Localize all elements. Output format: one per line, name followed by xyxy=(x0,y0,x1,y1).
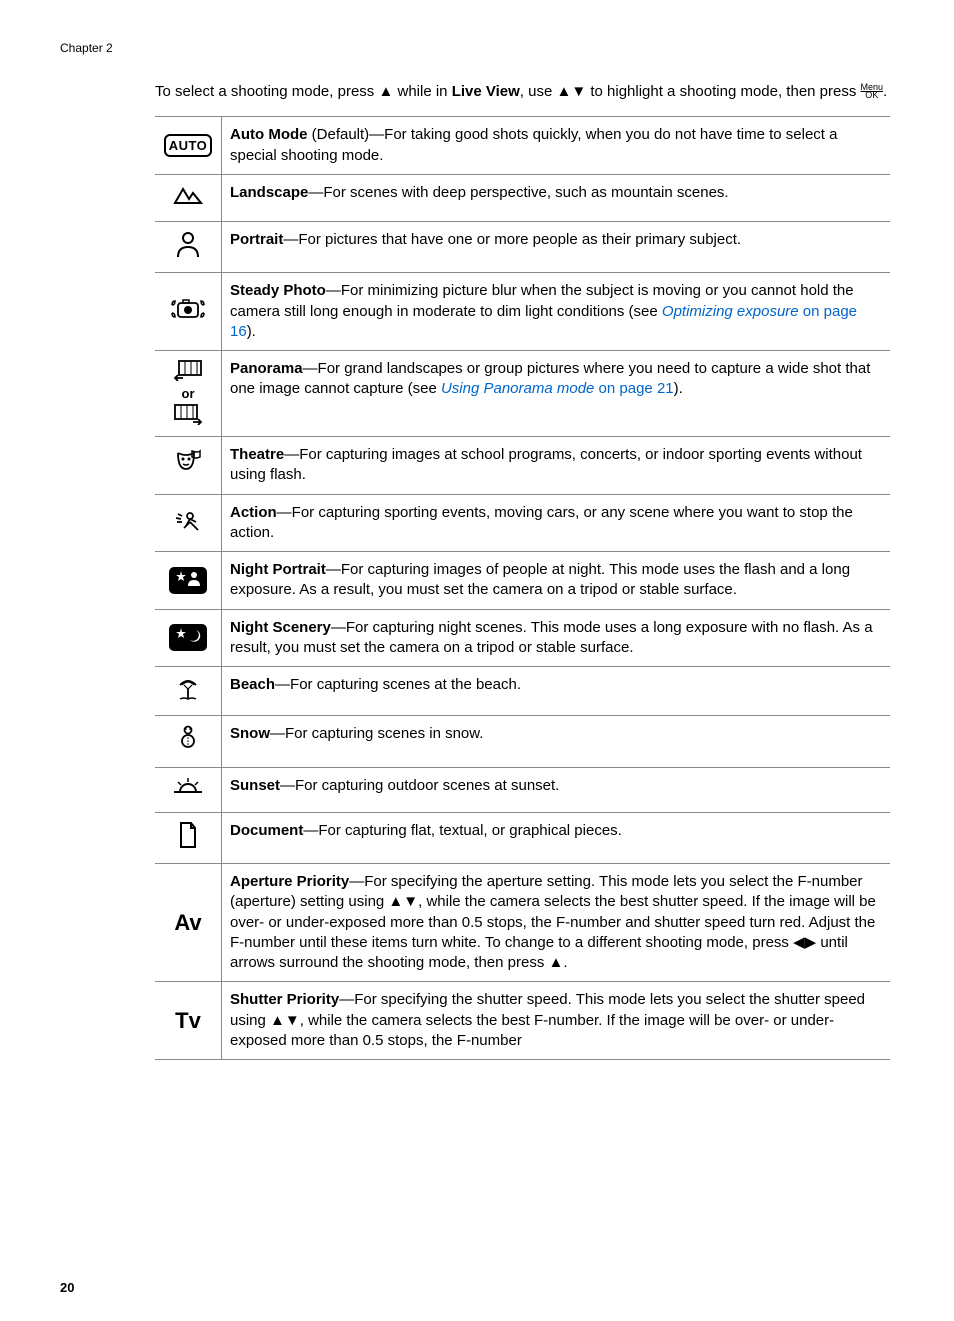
mode-name: Landscape xyxy=(230,184,308,201)
panorama-icon: or xyxy=(155,351,222,437)
auto-mode-desc: Auto Mode (Default)—For taking good shot… xyxy=(222,117,891,175)
mode-text: , while the camera selects the best F-nu… xyxy=(230,1012,834,1049)
live-view-label: Live View xyxy=(452,83,520,100)
mode-name: Night Scenery xyxy=(230,619,331,636)
mode-text: —For capturing scenes at the beach. xyxy=(275,676,521,693)
table-row: Sunset—For capturing outdoor scenes at s… xyxy=(155,767,890,812)
panorama-mode-link[interactable]: Using Panorama mode xyxy=(441,380,594,397)
intro-text-a: To select a shooting mode, press xyxy=(155,83,378,100)
table-row: Av Aperture Priority—For specifying the … xyxy=(155,864,890,982)
aperture-priority-icon: Av xyxy=(155,864,222,982)
table-row: Steady Photo—For minimizing picture blur… xyxy=(155,273,890,351)
shooting-modes-table: AUTO Auto Mode (Default)—For taking good… xyxy=(155,116,890,1060)
intro-text-b: while in xyxy=(393,83,451,100)
mode-text-end: ). xyxy=(674,380,683,397)
mode-text: —For capturing flat, textual, or graphic… xyxy=(303,822,622,839)
beach-icon xyxy=(155,667,222,716)
mode-text: —For scenes with deep perspective, such … xyxy=(308,184,728,201)
mode-name: Shutter Priority xyxy=(230,991,339,1008)
portrait-desc: Portrait—For pictures that have one or m… xyxy=(222,222,891,273)
table-row: AUTO Auto Mode (Default)—For taking good… xyxy=(155,117,890,175)
chapter-label: Chapter 2 xyxy=(60,40,894,56)
mode-name: Theatre xyxy=(230,446,284,463)
mode-text: —For capturing sporting events, moving c… xyxy=(230,504,853,541)
document-icon xyxy=(155,812,222,863)
theatre-icon xyxy=(155,437,222,495)
steady-photo-desc: Steady Photo—For minimizing picture blur… xyxy=(222,273,891,351)
mode-name: Aperture Priority xyxy=(230,873,349,890)
action-desc: Action—For capturing sporting events, mo… xyxy=(222,494,891,552)
document-desc: Document—For capturing flat, textual, or… xyxy=(222,812,891,863)
mode-name: Night Portrait xyxy=(230,561,326,578)
intro-paragraph: To select a shooting mode, press ▲ while… xyxy=(155,82,894,102)
night-scenery-icon xyxy=(155,609,222,667)
table-row: Portrait—For pictures that have one or m… xyxy=(155,222,890,273)
up-down-arrow-icon: ▲▼ xyxy=(270,1012,300,1029)
mode-name: Steady Photo xyxy=(230,282,326,299)
table-row: Beach—For capturing scenes at the beach. xyxy=(155,667,890,716)
mode-name: Beach xyxy=(230,676,275,693)
beach-desc: Beach—For capturing scenes at the beach. xyxy=(222,667,891,716)
night-portrait-icon xyxy=(155,552,222,610)
portrait-icon xyxy=(155,222,222,273)
mode-text-end: ). xyxy=(247,323,256,340)
snow-desc: Snow—For capturing scenes in snow. xyxy=(222,716,891,767)
mode-text: (Default)—For taking good shots quickly,… xyxy=(230,126,837,163)
table-row: Theatre—For capturing images at school p… xyxy=(155,437,890,495)
mode-name: Snow xyxy=(230,725,270,742)
night-scenery-desc: Night Scenery—For capturing night scenes… xyxy=(222,609,891,667)
up-arrow-icon: ▲ xyxy=(549,954,564,971)
table-row: or Panorama—For grand landscapes or grou… xyxy=(155,351,890,437)
mode-name: Panorama xyxy=(230,360,303,377)
table-row: Document—For capturing flat, textual, or… xyxy=(155,812,890,863)
up-arrow-icon: ▲ xyxy=(378,83,393,100)
auto-mode-icon: AUTO xyxy=(155,117,222,175)
theatre-desc: Theatre—For capturing images at school p… xyxy=(222,437,891,495)
mode-name: Document xyxy=(230,822,303,839)
mode-text: —For capturing images at school programs… xyxy=(230,446,862,483)
shutter-priority-icon: Tv xyxy=(155,982,222,1060)
landscape-icon xyxy=(155,174,222,221)
up-down-arrow-icon: ▲▼ xyxy=(556,83,586,100)
table-row: Night Portrait—For capturing images of p… xyxy=(155,552,890,610)
snow-icon xyxy=(155,716,222,767)
optimizing-exposure-link[interactable]: Optimizing exposure xyxy=(662,303,799,320)
page-ref[interactable]: on page 21 xyxy=(594,380,673,397)
intro-text-e: . xyxy=(883,83,887,100)
menu-ok-icon: MenuOK xyxy=(861,83,884,99)
left-right-arrow-icon: ◀▶ xyxy=(793,934,816,951)
mode-name: Portrait xyxy=(230,231,283,248)
sunset-icon xyxy=(155,767,222,812)
sunset-desc: Sunset—For capturing outdoor scenes at s… xyxy=(222,767,891,812)
mode-text: . xyxy=(563,954,567,971)
mode-name: Auto Mode xyxy=(230,126,307,143)
mode-text: —For capturing outdoor scenes at sunset. xyxy=(280,777,559,794)
table-row: Night Scenery—For capturing night scenes… xyxy=(155,609,890,667)
page-number: 20 xyxy=(60,1279,74,1297)
mode-name: Action xyxy=(230,504,277,521)
shutter-priority-desc: Shutter Priority—For specifying the shut… xyxy=(222,982,891,1060)
up-down-arrow-icon: ▲▼ xyxy=(388,893,418,910)
mode-text: —For capturing scenes in snow. xyxy=(270,725,483,742)
landscape-desc: Landscape—For scenes with deep perspecti… xyxy=(222,174,891,221)
action-icon xyxy=(155,494,222,552)
table-row: Snow—For capturing scenes in snow. xyxy=(155,716,890,767)
panorama-desc: Panorama—For grand landscapes or group p… xyxy=(222,351,891,437)
intro-text-c: , use xyxy=(520,83,557,100)
mode-name: Sunset xyxy=(230,777,280,794)
table-row: Landscape—For scenes with deep perspecti… xyxy=(155,174,890,221)
table-row: Tv Shutter Priority—For specifying the s… xyxy=(155,982,890,1060)
or-label: or xyxy=(159,387,217,400)
table-row: Action—For capturing sporting events, mo… xyxy=(155,494,890,552)
steady-photo-icon xyxy=(155,273,222,351)
intro-text-d: to highlight a shooting mode, then press xyxy=(586,83,860,100)
mode-text: —For pictures that have one or more peop… xyxy=(283,231,741,248)
night-portrait-desc: Night Portrait—For capturing images of p… xyxy=(222,552,891,610)
aperture-priority-desc: Aperture Priority—For specifying the ape… xyxy=(222,864,891,982)
